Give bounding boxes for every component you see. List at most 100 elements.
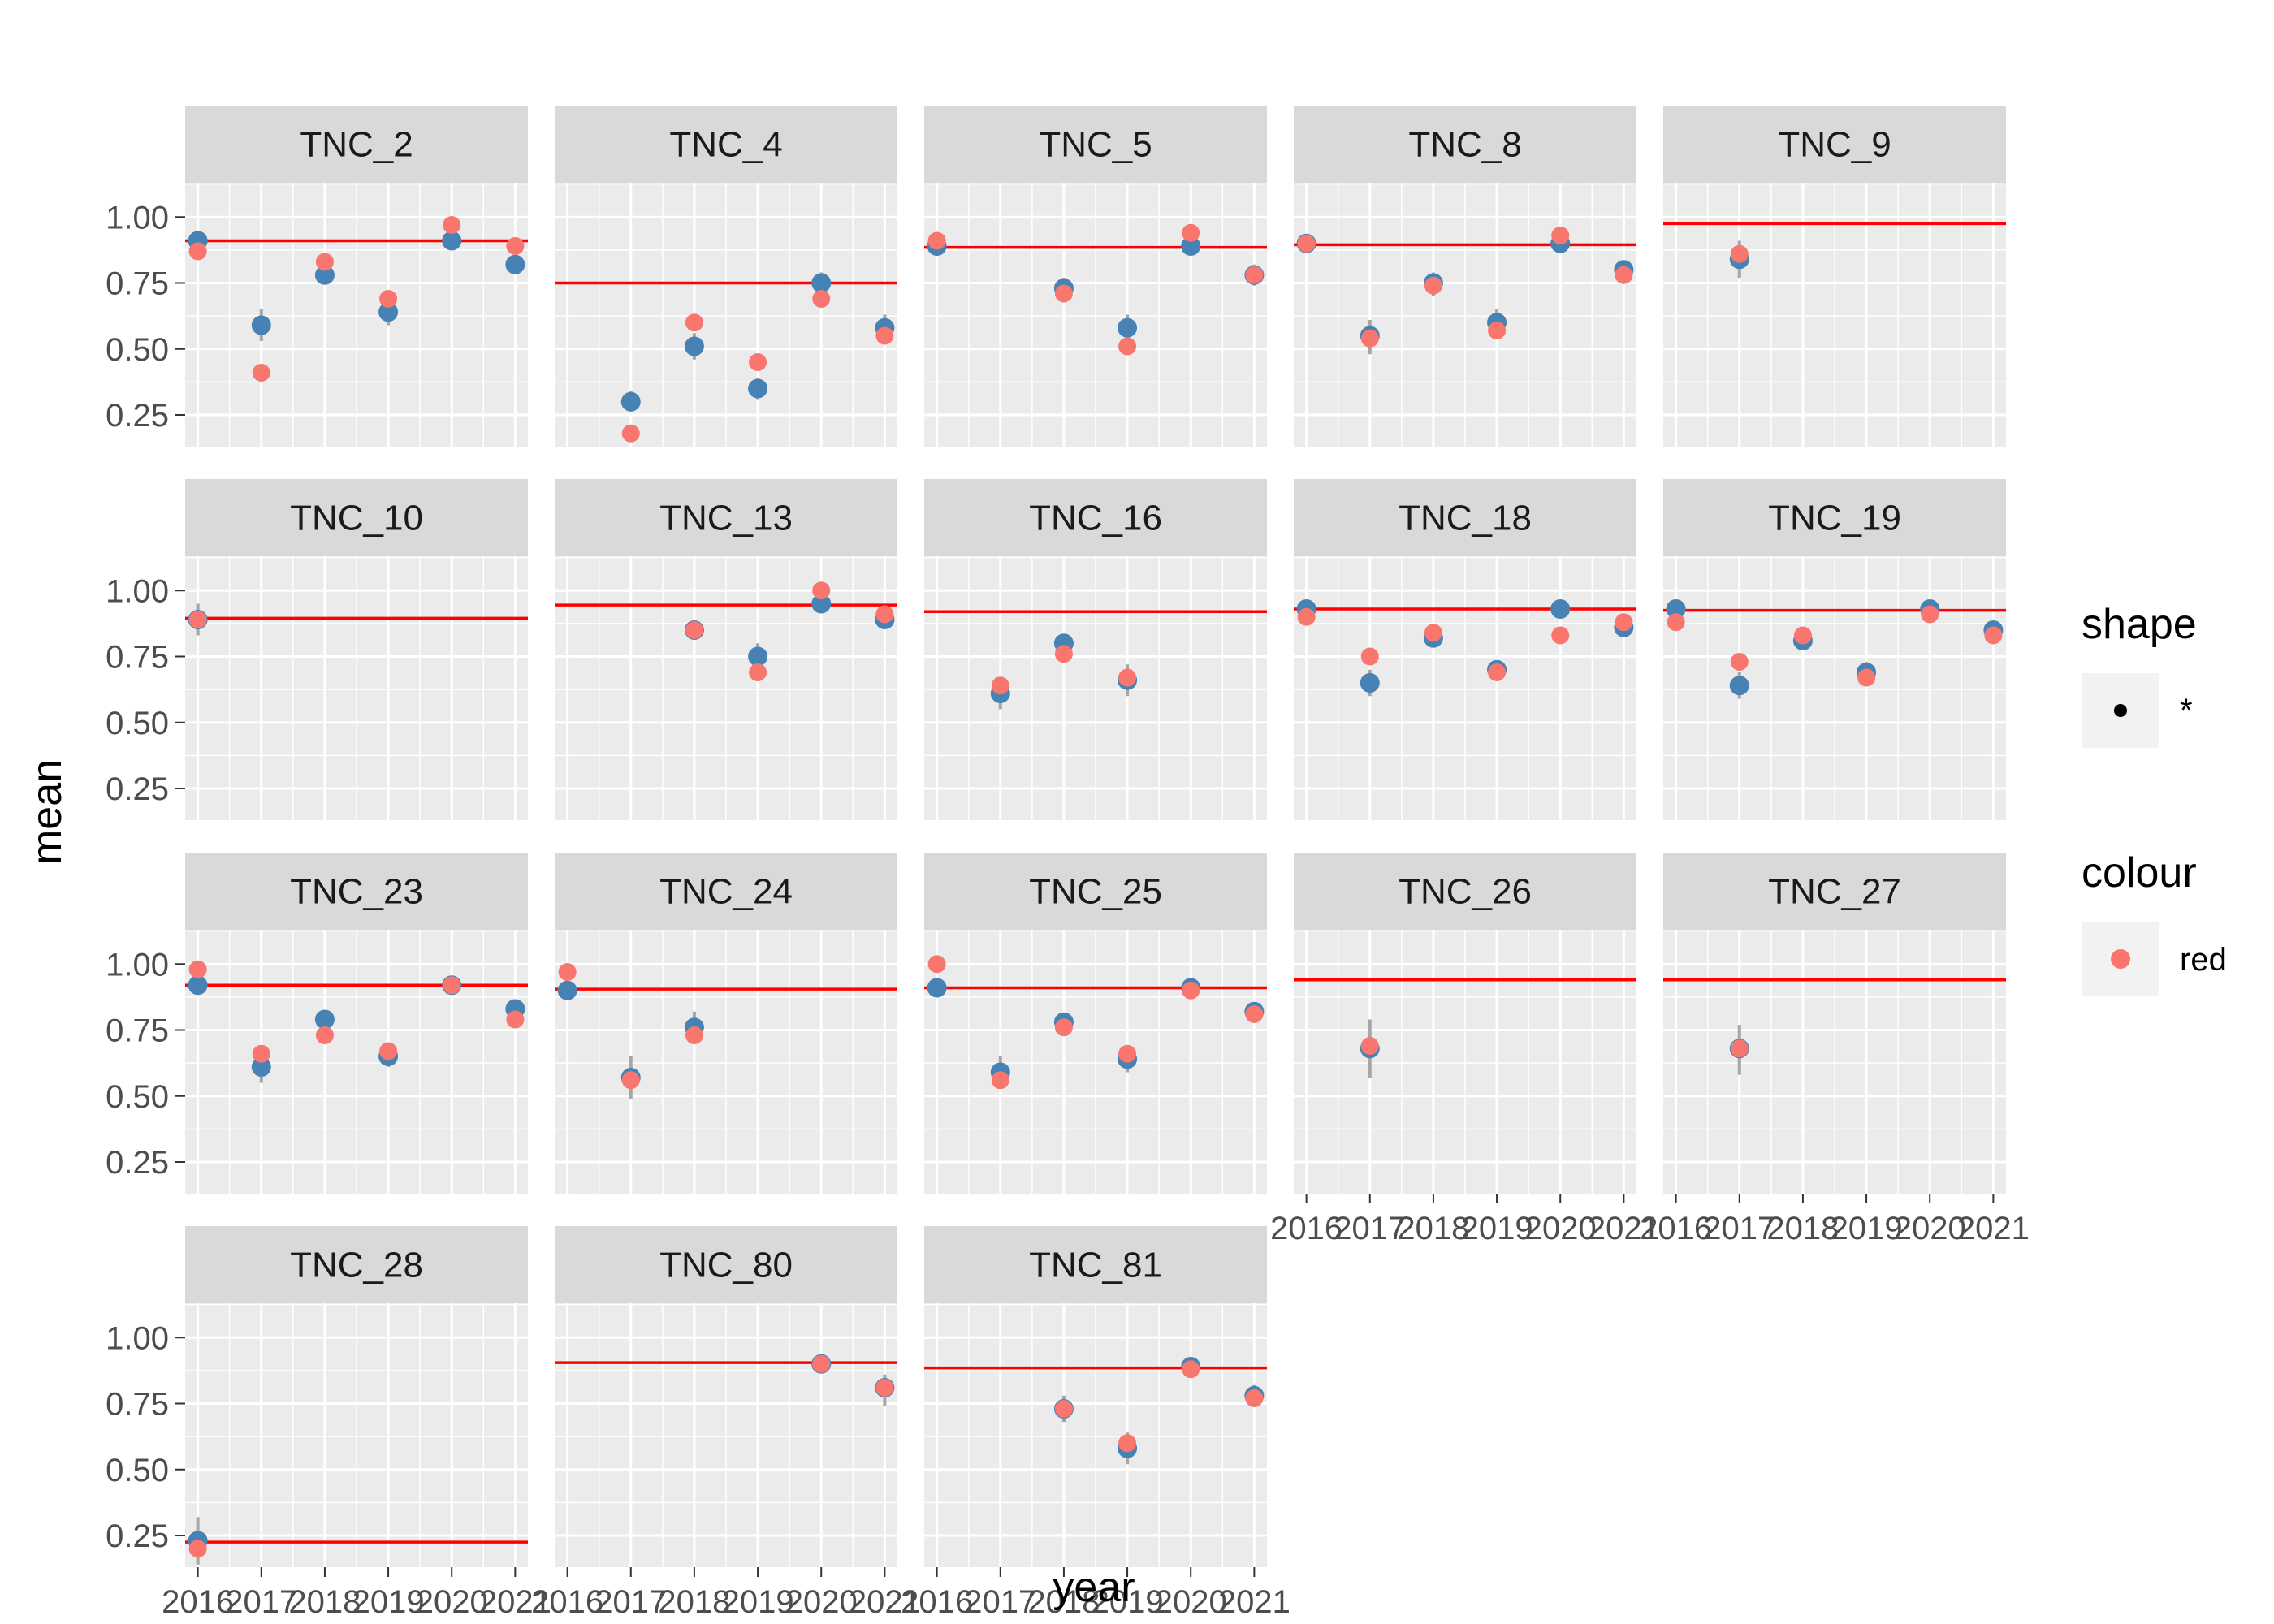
point-blue — [748, 646, 768, 667]
point-blue — [314, 265, 335, 285]
facet-strip-label: TNC_18 — [1399, 499, 1532, 538]
point-red — [927, 231, 946, 250]
x-tick-label: 2019 — [722, 1584, 794, 1620]
point-blue — [251, 315, 271, 335]
facet-strip-label: TNC_10 — [290, 499, 423, 538]
point-red — [188, 1540, 207, 1558]
facet-strip — [924, 853, 1267, 930]
point-red — [443, 976, 461, 995]
point-red — [1730, 1039, 1749, 1058]
facet-tnc-28: TNC_280.250.500.751.00201620172018201920… — [106, 1226, 551, 1620]
facet-strip — [555, 1226, 897, 1303]
facet-strip-label: TNC_81 — [1029, 1246, 1162, 1285]
y-tick-label: 0.75 — [106, 640, 169, 676]
facet-strip — [185, 1226, 528, 1303]
x-axis-title: year — [1053, 1564, 1135, 1611]
point-red — [812, 1354, 831, 1373]
y-tick-label: 0.25 — [106, 1145, 169, 1181]
facet-tnc-19: TNC_19 — [1663, 479, 2006, 820]
point-red — [1615, 613, 1633, 632]
point-red — [1182, 981, 1200, 1000]
x-tick-label: 2021 — [1957, 1211, 2030, 1246]
facet-strip — [1294, 106, 1636, 183]
point-red — [1118, 337, 1137, 356]
point-red — [812, 290, 831, 308]
point-blue — [811, 273, 832, 293]
point-red — [1488, 322, 1507, 339]
x-tick-label: 2020 — [1524, 1211, 1597, 1246]
legend-title-shape: shape — [2082, 601, 2197, 648]
facet-strip — [1663, 479, 2006, 556]
point-red — [875, 605, 894, 624]
facet-strip — [924, 479, 1267, 556]
facet-strip-label: TNC_26 — [1399, 872, 1532, 912]
facet-tnc-8: TNC_8 — [1294, 106, 1636, 447]
legend-shape-glyph — [2114, 704, 2127, 717]
x-tick-label: 2020 — [416, 1584, 488, 1620]
y-tick-label: 0.75 — [106, 266, 169, 302]
facet-tnc-4: TNC_4 — [555, 106, 897, 447]
point-red — [1857, 668, 1876, 687]
point-red — [1551, 626, 1570, 645]
point-red — [1360, 329, 1379, 348]
point-blue — [505, 254, 525, 274]
point-red — [1054, 284, 1073, 303]
point-red — [1054, 645, 1073, 663]
facet-strip-label: TNC_24 — [659, 872, 793, 912]
point-blue — [927, 978, 947, 998]
facet-tnc-13: TNC_13 — [555, 479, 897, 820]
point-red — [1182, 223, 1200, 242]
point-red — [1054, 1018, 1073, 1037]
point-red — [1245, 1389, 1264, 1407]
point-blue — [684, 336, 704, 356]
facet-strip — [185, 479, 528, 556]
facet-strip — [185, 106, 528, 183]
point-red — [252, 364, 270, 382]
point-blue — [748, 378, 768, 399]
x-tick-label: 2016 — [901, 1584, 973, 1620]
facet-tnc-16: TNC_16 — [924, 479, 1267, 820]
x-tick-label: 2018 — [1397, 1211, 1469, 1246]
x-tick-label: 2020 — [785, 1584, 858, 1620]
x-tick-label: 2018 — [658, 1584, 730, 1620]
point-blue — [1729, 676, 1749, 696]
facet-tnc-23: TNC_23 0.25 0.50 0.75 1.00 — [106, 853, 528, 1194]
y-tick-label: 0.50 — [106, 1079, 169, 1115]
facet-strip-label: TNC_8 — [1408, 125, 1521, 165]
point-red — [1424, 276, 1442, 295]
facet-strip — [924, 1226, 1267, 1303]
point-red — [1424, 624, 1442, 642]
point-red — [1730, 244, 1749, 263]
point-red — [685, 313, 703, 332]
point-red — [1921, 605, 1939, 624]
y-tick-label: 1.00 — [106, 200, 169, 235]
x-tick-label: 2017 — [964, 1584, 1036, 1620]
x-tick-label: 2018 — [288, 1584, 361, 1620]
point-red — [1245, 1005, 1264, 1023]
point-red — [1984, 626, 2003, 645]
point-red — [1615, 266, 1633, 284]
facet-strip — [1294, 853, 1636, 930]
point-red — [991, 1071, 1009, 1090]
point-red — [749, 353, 767, 371]
point-red — [1182, 1360, 1200, 1379]
point-red — [1054, 1400, 1073, 1418]
y-tick-label: 0.75 — [106, 1013, 169, 1049]
point-red — [1793, 626, 1812, 645]
y-tick-label: 0.25 — [106, 398, 169, 434]
point-red — [1118, 1434, 1137, 1453]
point-red — [1360, 1037, 1379, 1055]
x-tick-label: 2018 — [1766, 1211, 1839, 1246]
x-tick-label: 2019 — [1092, 1584, 1164, 1620]
x-tick-label: 2017 — [594, 1584, 667, 1620]
facet-strip — [555, 106, 897, 183]
facet-strip — [1663, 853, 2006, 930]
facet-strip-label: TNC_4 — [669, 125, 782, 165]
point-blue — [620, 391, 641, 412]
facet-tnc-18: TNC_18 — [1294, 479, 1636, 820]
facet-tnc-2: TNC_2 0.25 0.50 0.75 1.00 — [106, 106, 528, 447]
